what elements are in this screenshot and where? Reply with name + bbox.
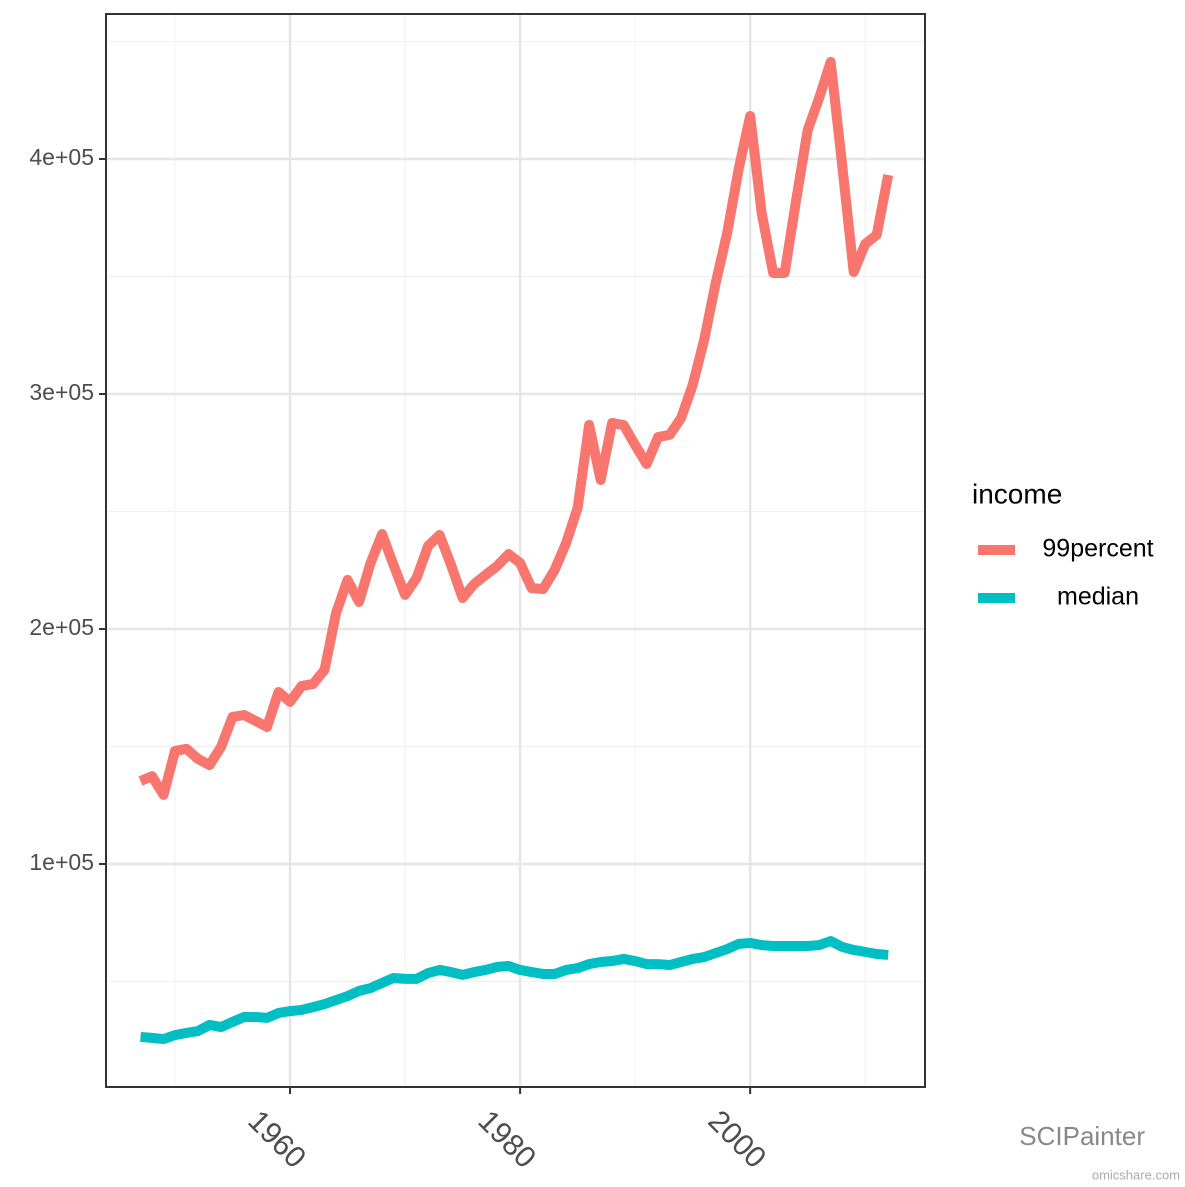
x-tick-label: 2000 [702,1104,773,1175]
y-tick-label: 1e+05 [29,849,94,875]
line [140,936,889,1045]
watermark-url: omicshare.com [1092,1167,1180,1182]
y-tick-label: 3e+05 [29,379,94,405]
y-tick-label: 2e+05 [29,614,94,640]
x-tick-label: 1980 [472,1104,543,1175]
y-tick-label: 4e+05 [29,144,94,170]
line [138,56,894,800]
legend-title: income [972,478,1062,509]
legend-label: 99percent [1042,535,1153,563]
legend-label: median [1057,583,1139,611]
x-tick-label: 1960 [241,1104,312,1175]
watermark: SCIPainter [1019,1121,1145,1151]
panel-border [105,13,926,1088]
